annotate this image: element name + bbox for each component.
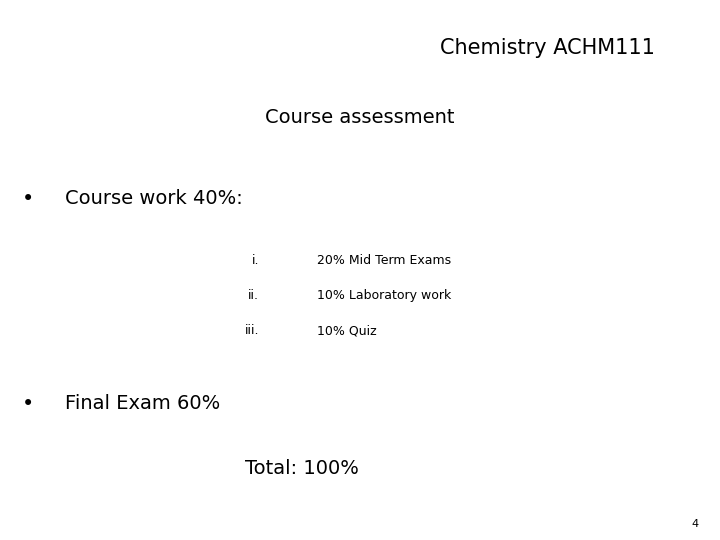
Text: •: • [22, 189, 34, 209]
Text: i.: i. [252, 254, 259, 267]
Text: Total: 100%: Total: 100% [246, 459, 359, 478]
Text: Course work 40%:: Course work 40%: [65, 189, 243, 208]
Text: 10% Quiz: 10% Quiz [317, 324, 377, 337]
Text: 20% Mid Term Exams: 20% Mid Term Exams [317, 254, 451, 267]
Text: Chemistry ACHM111: Chemistry ACHM111 [440, 38, 654, 58]
Text: 4: 4 [691, 519, 698, 529]
Text: 10% Laboratory work: 10% Laboratory work [317, 289, 451, 302]
Text: Final Exam 60%: Final Exam 60% [65, 394, 220, 413]
Text: ii.: ii. [248, 289, 259, 302]
Text: Course assessment: Course assessment [265, 108, 455, 127]
Text: •: • [22, 394, 34, 414]
Text: iii.: iii. [245, 324, 259, 337]
